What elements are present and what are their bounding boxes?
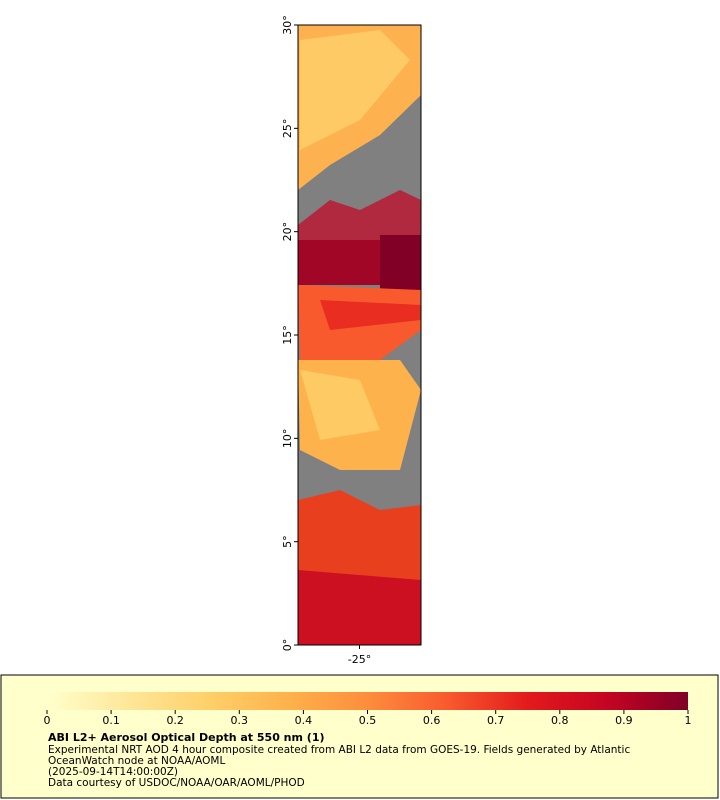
y-tick-label: 15° (281, 325, 294, 345)
colorbar-tick-label: 0.5 (359, 714, 377, 727)
colorbar-tick-label: 0.2 (166, 714, 184, 727)
colorbar-tick-label: 1 (685, 714, 692, 727)
y-tick-label: 20° (281, 222, 294, 242)
colorbar-tick-label: 0.3 (231, 714, 249, 727)
x-tick-label: -25° (348, 653, 371, 666)
colorbar-tick-label: 0.6 (423, 714, 441, 727)
legend-line: OceanWatch node at NOAA/AOML (48, 755, 225, 767)
y-tick-label: 10° (281, 429, 294, 449)
legend-title: ABI L2+ Aerosol Optical Depth at 550 nm … (48, 731, 325, 744)
colorbar-tick-label: 0 (44, 714, 51, 727)
colorbar-tick-label: 0.8 (551, 714, 569, 727)
y-tick-label: 25° (281, 119, 294, 139)
y-tick-label: 5° (281, 535, 294, 548)
colorbar-tick-label: 0.4 (295, 714, 313, 727)
colorbar-tick-label: 0.7 (487, 714, 505, 727)
legend-line: Experimental NRT AOD 4 hour composite cr… (48, 744, 630, 756)
legend-line: Data courtesy of USDOC/NOAA/OAR/AOML/PHO… (48, 777, 305, 789)
legend-line: (2025-09-14T14:00:00Z) (48, 766, 178, 778)
y-tick-label: 30° (281, 15, 294, 35)
colorbar (47, 692, 688, 710)
aod-raster (298, 25, 421, 645)
colorbar-tick-label: 0.1 (102, 714, 120, 727)
y-tick-label: 0° (281, 639, 294, 652)
colorbar-tick-label: 0.9 (615, 714, 633, 727)
